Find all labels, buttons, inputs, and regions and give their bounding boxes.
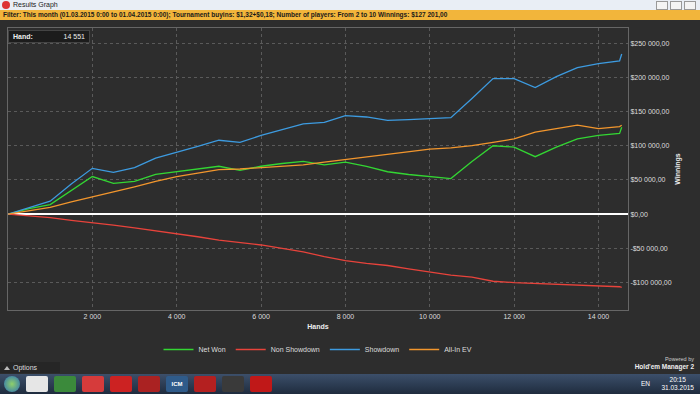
- html-text:Hold'em Manager 2: Hold'em Manager 2: [634, 363, 694, 370]
- svg-text:-$100 000,00: -$100 000,00: [630, 279, 671, 286]
- svg-text:$0,00: $0,00: [630, 211, 648, 218]
- html-text:20:15: 20:15: [669, 376, 686, 383]
- html-text:31.03.2015: 31.03.2015: [661, 384, 694, 391]
- svg-text:14 000: 14 000: [588, 313, 610, 320]
- svg-text:$200 000,00: $200 000,00: [630, 74, 669, 81]
- svg-text:Non Showdown: Non Showdown: [271, 346, 320, 353]
- html-text:EN: EN: [641, 380, 650, 387]
- svg-text:All-In EV: All-In EV: [444, 346, 472, 353]
- svg-text:4 000: 4 000: [168, 313, 186, 320]
- svg-text:12 000: 12 000: [503, 313, 525, 320]
- html-text:ICM: ICM: [171, 381, 183, 387]
- svg-text:$250 000,00: $250 000,00: [630, 40, 669, 47]
- svg-text:8 000: 8 000: [337, 313, 355, 320]
- html-text:14 551: 14 551: [63, 33, 85, 40]
- svg-text:2 000: 2 000: [84, 313, 102, 320]
- svg-text:$50 000,00: $50 000,00: [630, 176, 665, 183]
- html-text:Filter: This month (01.03.2015: Filter: This month (01.03.2015 0:00 to 0…: [3, 11, 448, 18]
- html-text:Options: Options: [13, 364, 38, 371]
- svg-text:6 000: 6 000: [252, 313, 270, 320]
- svg-text:$100 000,00: $100 000,00: [630, 142, 669, 149]
- svg-text:Showdown: Showdown: [365, 346, 399, 353]
- html-text:Hand:: Hand:: [13, 33, 33, 40]
- svg-text:Winnings: Winnings: [674, 153, 682, 185]
- html-text:Results Graph: Results Graph: [13, 1, 58, 8]
- svg-text:Hands: Hands: [307, 323, 329, 330]
- svg-text:$150 000,00: $150 000,00: [630, 108, 669, 115]
- svg-text:10 000: 10 000: [419, 313, 441, 320]
- html-text:Powered by: Powered by: [665, 356, 694, 362]
- svg-text:-$50 000,00: -$50 000,00: [630, 245, 667, 252]
- svg-text:Net Won: Net Won: [199, 346, 226, 353]
